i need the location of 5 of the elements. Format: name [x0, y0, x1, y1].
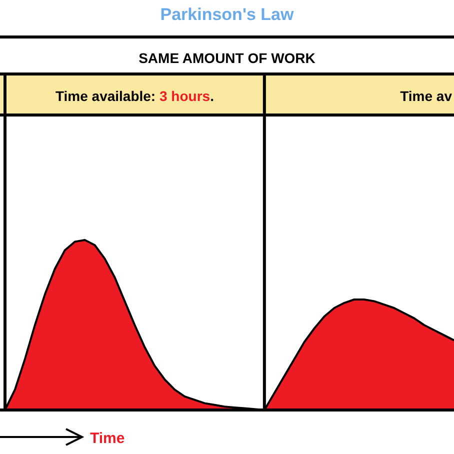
x-axis-title: Time — [90, 430, 125, 447]
text: SAME AMOUNT OF WORK — [138, 50, 316, 66]
chart-title: Parkinson's Law — [160, 5, 295, 24]
text: Time available: 3 hours. — [55, 88, 214, 104]
text: Time av — [400, 88, 452, 104]
